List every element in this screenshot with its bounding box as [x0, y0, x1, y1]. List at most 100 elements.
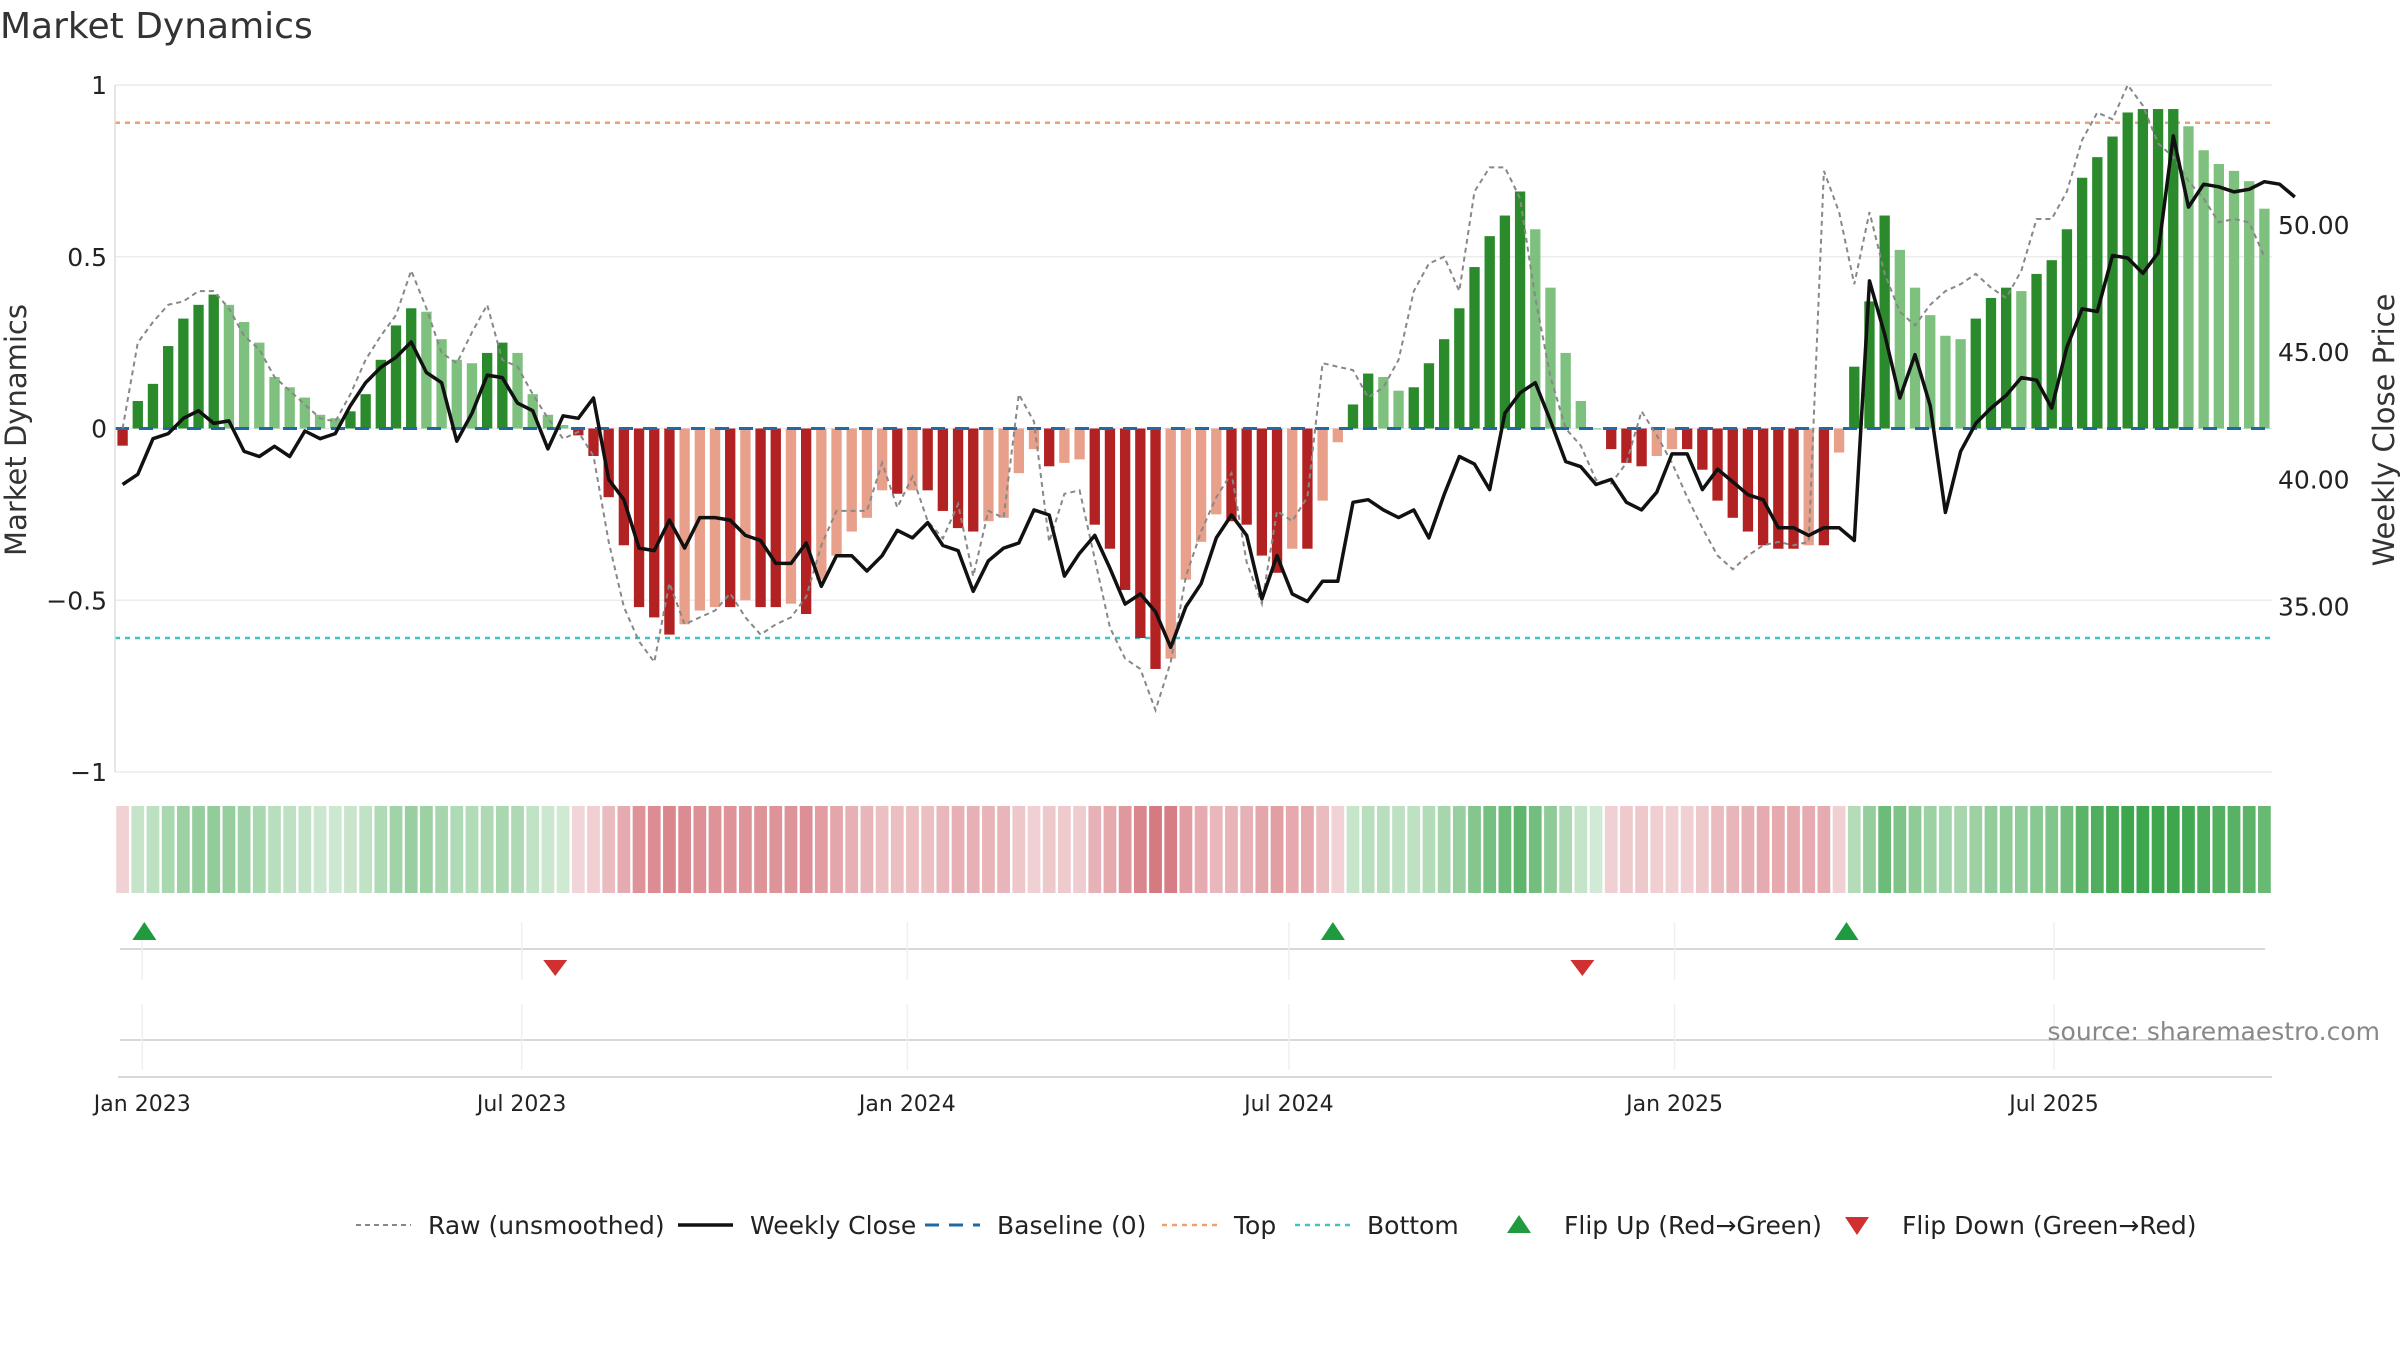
- heat-cell: [1058, 806, 1071, 893]
- heat-cell: [1301, 806, 1314, 893]
- heat-cell: [875, 806, 889, 893]
- x-tick-label: Jul 2024: [1242, 1092, 1334, 1117]
- dynamics-bar: [299, 397, 311, 429]
- left-tick-label: 0: [91, 415, 107, 444]
- heat-cell: [647, 806, 661, 893]
- heat-cell: [116, 806, 129, 893]
- left-tick-label: −0.5: [46, 586, 107, 615]
- legend-item: Weekly Close: [678, 1211, 916, 1240]
- heat-cell: [890, 806, 904, 893]
- chart-title: Market Dynamics: [0, 6, 313, 47]
- dynamics-bar: [512, 352, 523, 429]
- heat-cell: [1346, 806, 1360, 893]
- legend-item: Raw (unsmoothed): [356, 1211, 665, 1240]
- dynamics-bar: [481, 352, 493, 429]
- heat-cell: [1118, 806, 1132, 893]
- dynamics-bar: [1302, 428, 1313, 549]
- heat-cell: [1969, 806, 1983, 893]
- heat-cell: [1088, 806, 1102, 893]
- dynamics-bar: [208, 294, 219, 429]
- dynamics-bar: [451, 359, 462, 429]
- heat-cell: [921, 806, 935, 893]
- dynamics-bar: [1119, 428, 1131, 590]
- heat-cell: [1498, 806, 1512, 893]
- heat-cell: [1012, 806, 1026, 893]
- dynamics-bar: [1089, 428, 1100, 525]
- dynamics-bar: [1271, 428, 1283, 573]
- dynamics-bar: [1499, 215, 1511, 429]
- dynamics-bar: [1135, 428, 1146, 639]
- dynamics-bar: [1925, 315, 1936, 429]
- heat-cell: [1908, 806, 1922, 893]
- dynamics-bar: [664, 428, 675, 635]
- dynamics-bar: [178, 318, 189, 429]
- heat-cell: [1574, 806, 1588, 893]
- heat-cell: [1832, 806, 1846, 893]
- heat-cell: [2045, 806, 2059, 893]
- heat-cell: [1756, 806, 1770, 893]
- legend-item: Top: [1162, 1211, 1276, 1240]
- dynamics-bar: [254, 342, 265, 429]
- heat-cell: [541, 806, 555, 893]
- dynamics-bar: [1742, 428, 1754, 532]
- dynamics-bar: [1317, 428, 1328, 501]
- legend-item: Flip Up (Red→Green): [1507, 1211, 1822, 1240]
- heat-cell: [1073, 806, 1086, 893]
- left-tick-label: 1: [91, 71, 107, 100]
- dynamics-bar: [1590, 428, 1602, 430]
- heat-cell: [1802, 806, 1816, 893]
- heat-cell: [237, 806, 251, 893]
- dynamics-bar: [937, 428, 949, 511]
- dynamics-bar: [1636, 428, 1647, 467]
- heat-cell: [784, 806, 798, 893]
- dynamics-bar: [117, 428, 128, 446]
- heat-cell: [1923, 806, 1937, 893]
- dynamics-bar: [2168, 109, 2179, 429]
- dynamics-bar: [1104, 428, 1116, 549]
- heat-cell: [678, 806, 692, 893]
- dynamics-bar: [1287, 428, 1298, 549]
- heat-cell: [845, 806, 859, 893]
- heat-cell: [511, 806, 524, 893]
- dynamics-bar: [1955, 339, 1966, 429]
- heat-cell: [268, 806, 281, 893]
- dynamics-bar: [330, 418, 341, 429]
- dynamics-bar: [603, 428, 614, 498]
- dynamics-bar: [1059, 428, 1070, 463]
- heat-cell: [617, 806, 631, 893]
- heat-cell: [389, 806, 403, 893]
- dynamics-bar: [2016, 291, 2027, 429]
- heat-cell: [283, 806, 297, 893]
- heat-cell: [708, 806, 722, 893]
- heat-cell: [1847, 806, 1861, 893]
- dynamics-bar: [2076, 177, 2088, 429]
- heat-cell: [2258, 806, 2271, 893]
- legend-swatch-flip-down: [1845, 1217, 1869, 1235]
- heat-cell: [2121, 806, 2135, 893]
- heat-cell: [480, 806, 494, 893]
- dynamics-bar: [1044, 428, 1055, 467]
- heat-cell: [754, 806, 767, 893]
- dynamics-bar: [1606, 428, 1617, 450]
- dynamics-bar: [1697, 428, 1708, 470]
- heat-cell: [951, 806, 965, 893]
- dynamics-bar: [163, 346, 174, 429]
- raw-unsmoothed-line: [121, 83, 2266, 714]
- dynamics-bar: [1347, 404, 1359, 429]
- heat-cell: [663, 806, 676, 893]
- heat-cell: [1255, 806, 1269, 893]
- heat-cell: [313, 806, 327, 893]
- dynamics-bar: [1849, 366, 1860, 429]
- dynamics-bar: [284, 387, 295, 429]
- dynamics-bar: [1864, 301, 1875, 429]
- heat-cell: [1589, 806, 1603, 893]
- dynamics-bar: [1575, 401, 1587, 429]
- heat-cell: [1452, 806, 1466, 893]
- dynamics-bar: [375, 359, 386, 429]
- legend-label: Weekly Close: [750, 1211, 916, 1240]
- legend-item: Flip Down (Green→Red): [1845, 1211, 2197, 1240]
- dynamics-bar: [892, 428, 903, 494]
- dynamics-bar: [2183, 126, 2194, 429]
- heat-cell: [2030, 806, 2043, 893]
